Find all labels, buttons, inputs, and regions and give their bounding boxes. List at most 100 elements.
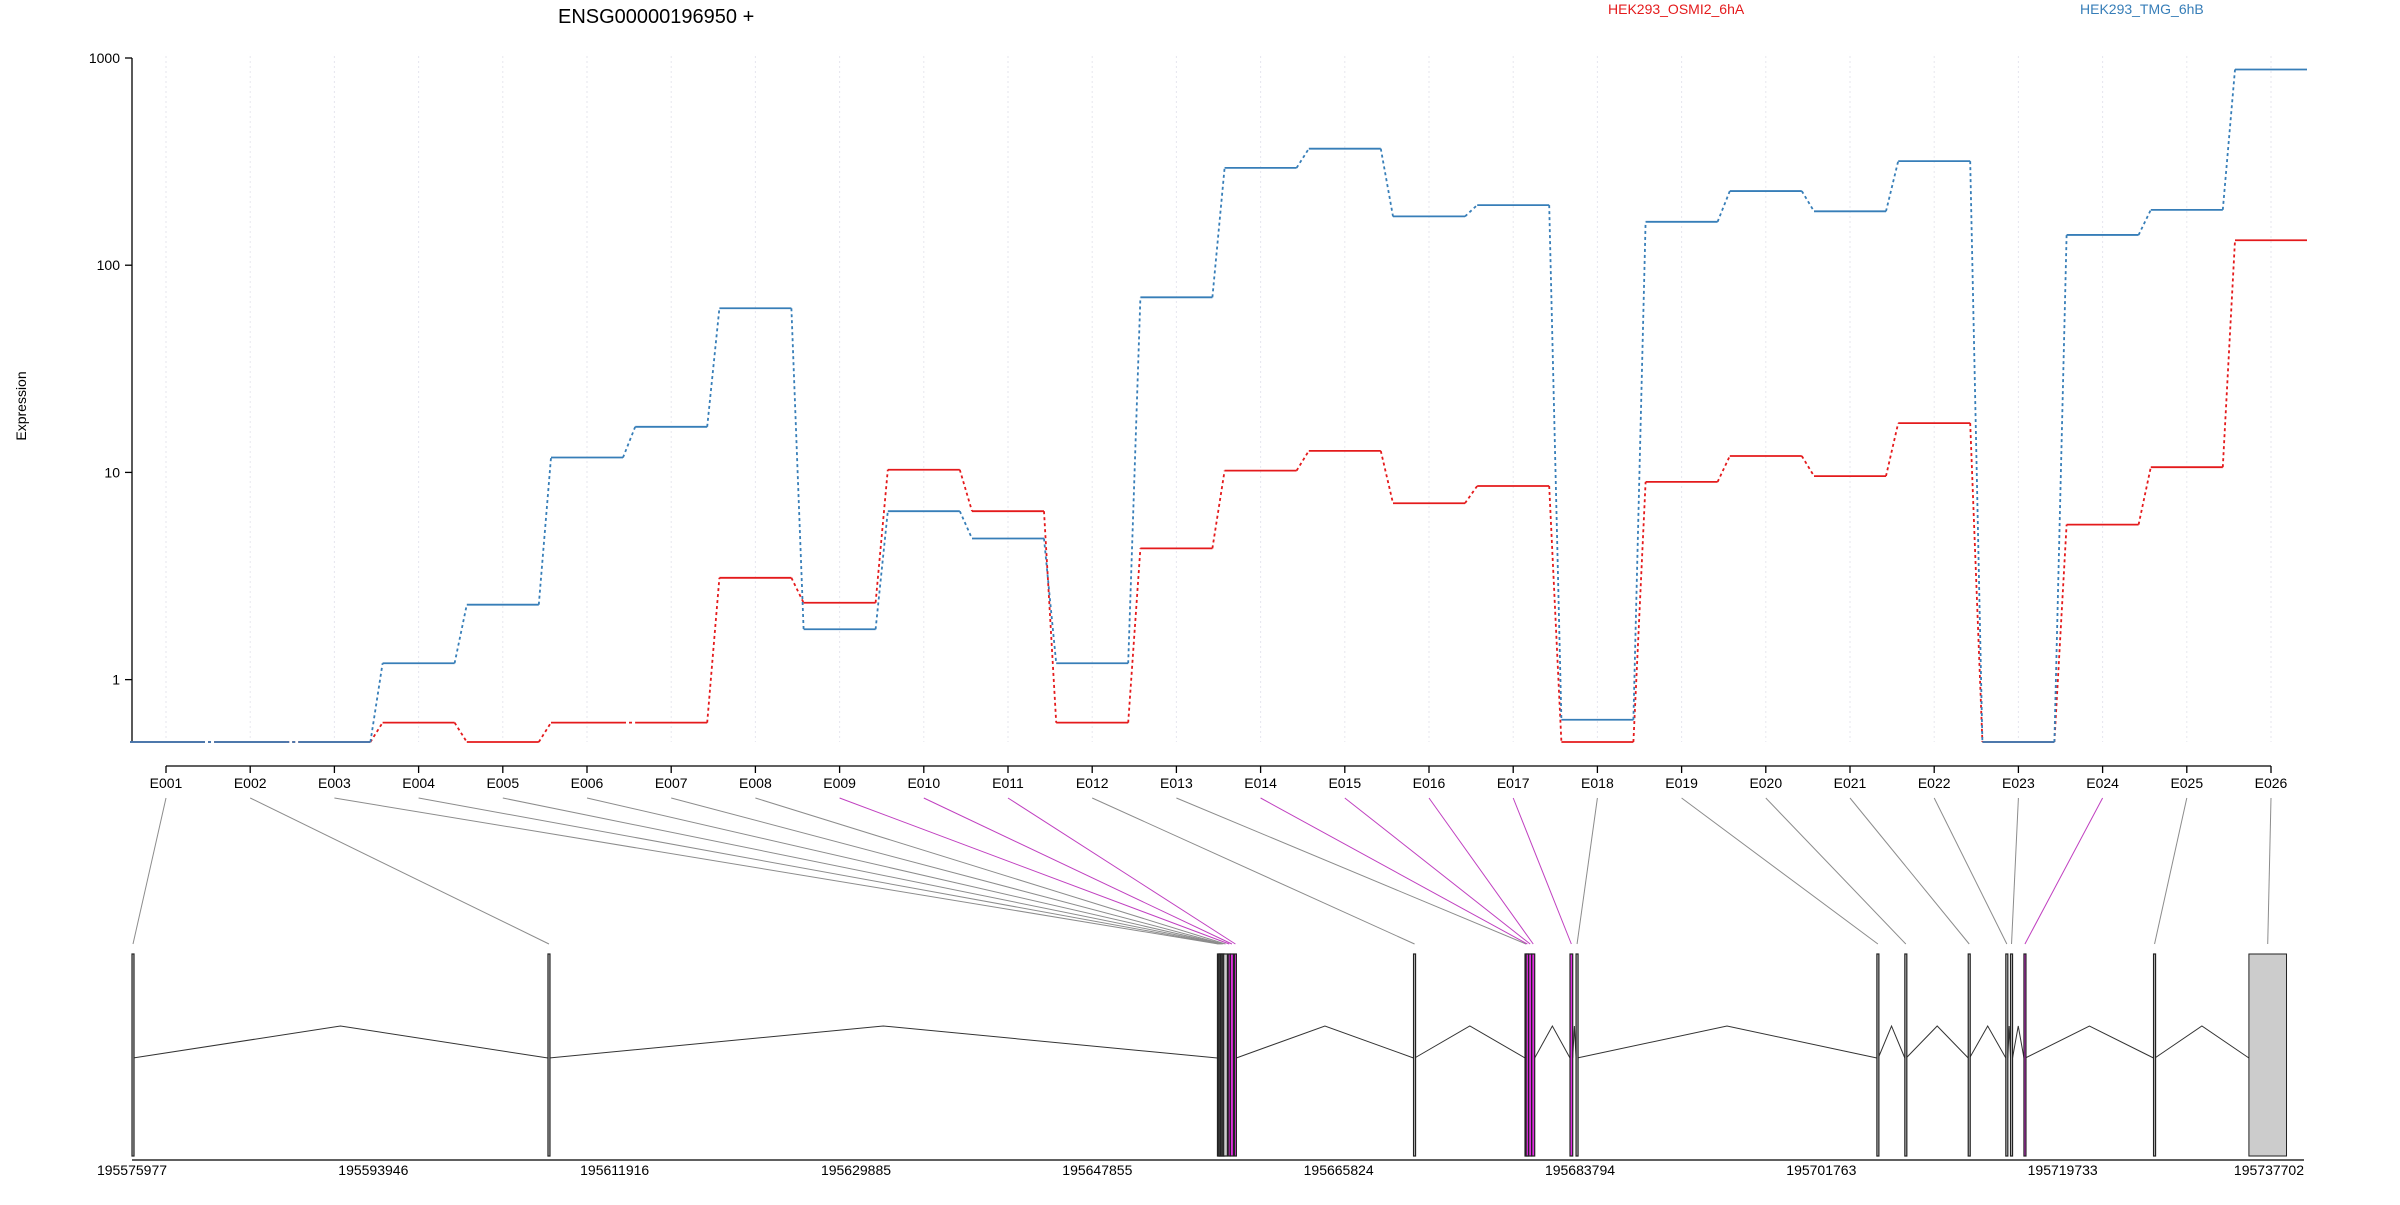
- series-segment: [874, 511, 889, 630]
- x-tick-label: E026: [2255, 775, 2288, 791]
- legend-entry-tmg: HEK293_TMG_6hB: [2080, 1, 2204, 17]
- series-segment: [369, 722, 384, 743]
- coordinate-label: 195719733: [2028, 1162, 2098, 1178]
- exon-connector: [1176, 797, 1527, 945]
- exon-connector: [2267, 797, 2272, 945]
- exon-box: [1904, 953, 1908, 1157]
- exon-connector: [1007, 797, 1236, 945]
- coordinate-label: 195683794: [1545, 1162, 1615, 1178]
- intron-line: [2012, 1025, 2025, 1059]
- series-segment: [1548, 485, 1563, 743]
- exon-connector: [1681, 797, 1879, 945]
- coordinate-label: 195629885: [821, 1162, 891, 1178]
- x-tick-label: E025: [2170, 775, 2203, 791]
- coordinate-label: 195611916: [580, 1162, 649, 1178]
- x-tick-label: E019: [1665, 775, 1698, 791]
- y-tick-label: 10: [104, 464, 120, 480]
- exon-connector: [502, 797, 1221, 945]
- exon-connector: [1344, 797, 1531, 945]
- chart-title: ENSG00000196950 +: [558, 6, 754, 28]
- series-segment: [1043, 511, 1058, 723]
- intron-line: [1905, 1025, 1969, 1059]
- x-tick-label: E003: [318, 775, 351, 791]
- y-axis: 1 10 100 1000: [89, 50, 133, 742]
- series-segment: [2221, 69, 2236, 210]
- x-tick-label: E024: [2086, 775, 2119, 791]
- coordinate-label: 195575977: [97, 1162, 167, 1178]
- exon-connector: [2011, 797, 2019, 945]
- x-tick-label: E002: [234, 775, 267, 791]
- x-tick-label: E023: [2002, 775, 2035, 791]
- exon-box: [547, 953, 551, 1157]
- x-tick-label: E008: [739, 775, 772, 791]
- series-segment: [1379, 148, 1394, 217]
- y-axis-label: Expression: [13, 371, 29, 440]
- series-tmg: [130, 68, 2307, 743]
- series-segment: [2221, 240, 2236, 468]
- intron-line: [1414, 1025, 1526, 1059]
- intron-line: [1236, 1025, 1414, 1059]
- coordinate-label: 195647855: [1062, 1162, 1132, 1178]
- legend-entry-osmi2: HEK293_OSMI2_6hA: [1608, 1, 1745, 17]
- exon-box: [1223, 953, 1229, 1157]
- series-segment: [1211, 167, 1226, 298]
- exon-connectors: [132, 797, 2272, 945]
- exon-box: [131, 953, 135, 1157]
- series-segment: [958, 469, 973, 512]
- coordinate-label: 195665824: [1304, 1162, 1374, 1178]
- exon-connector: [1933, 797, 2008, 945]
- exon-box: [1229, 953, 1235, 1157]
- y-tick-label: 100: [97, 257, 121, 273]
- series-segment: [369, 663, 384, 743]
- exon-box: [2009, 953, 2014, 1157]
- exon-connector: [418, 797, 1220, 945]
- exon-box: [1575, 953, 1579, 1157]
- x-tick-label: E015: [1328, 775, 1361, 791]
- intron-line: [549, 1025, 1218, 1059]
- series-segment: [453, 604, 468, 664]
- exon-box: [2152, 953, 2157, 1157]
- coordinate-label: 195701763: [1786, 1162, 1856, 1178]
- series-segment: [790, 577, 805, 604]
- y-tick-label: 1000: [89, 50, 120, 66]
- series-segment: [2137, 466, 2152, 525]
- series-segment: [1716, 455, 1731, 483]
- exon-connector: [1091, 797, 1415, 945]
- exon-connector: [839, 797, 1230, 945]
- exon-connector: [1765, 797, 1907, 945]
- x-tick-label: E004: [402, 775, 435, 791]
- exon-box: [1569, 953, 1574, 1157]
- x-tick-label: E011: [992, 775, 1024, 791]
- series-segment: [1885, 422, 1900, 477]
- series-lines: [130, 68, 2307, 743]
- exon-box: [1233, 953, 1237, 1157]
- exon-connector: [2024, 797, 2104, 945]
- x-tick-label: E014: [1244, 775, 1277, 791]
- series-segment: [537, 457, 552, 605]
- series-segment: [1548, 205, 1563, 720]
- x-tick-label: E012: [1076, 775, 1109, 791]
- intron-line: [2025, 1025, 2154, 1059]
- series-segment: [1464, 485, 1478, 504]
- x-tick-label: E020: [1749, 775, 1782, 791]
- x-tick-label: E021: [1834, 775, 1867, 791]
- series-segment: [1632, 481, 1647, 743]
- x-tick-label: E013: [1160, 775, 1193, 791]
- y-tick-label: 1: [112, 672, 120, 688]
- intron-line: [132, 1025, 549, 1059]
- series-segment: [1127, 548, 1142, 723]
- exon-connector: [755, 797, 1226, 945]
- exon-connector: [132, 797, 167, 945]
- series-segment: [1801, 455, 1815, 477]
- series-segment: [1295, 148, 1310, 169]
- series-segment: [958, 510, 973, 539]
- series-segment: [1632, 221, 1647, 720]
- series-segment: [2053, 234, 2068, 743]
- exon-connector: [586, 797, 1223, 945]
- x-tick-label: E022: [1918, 775, 1951, 791]
- intron-line: [2154, 1025, 2250, 1059]
- series-segment: [706, 577, 721, 723]
- x-tick-label: E005: [486, 775, 519, 791]
- x-axis: E001 E002 E003 E004 E005 E006 E007 E008 E009 E010…: [150, 765, 2288, 791]
